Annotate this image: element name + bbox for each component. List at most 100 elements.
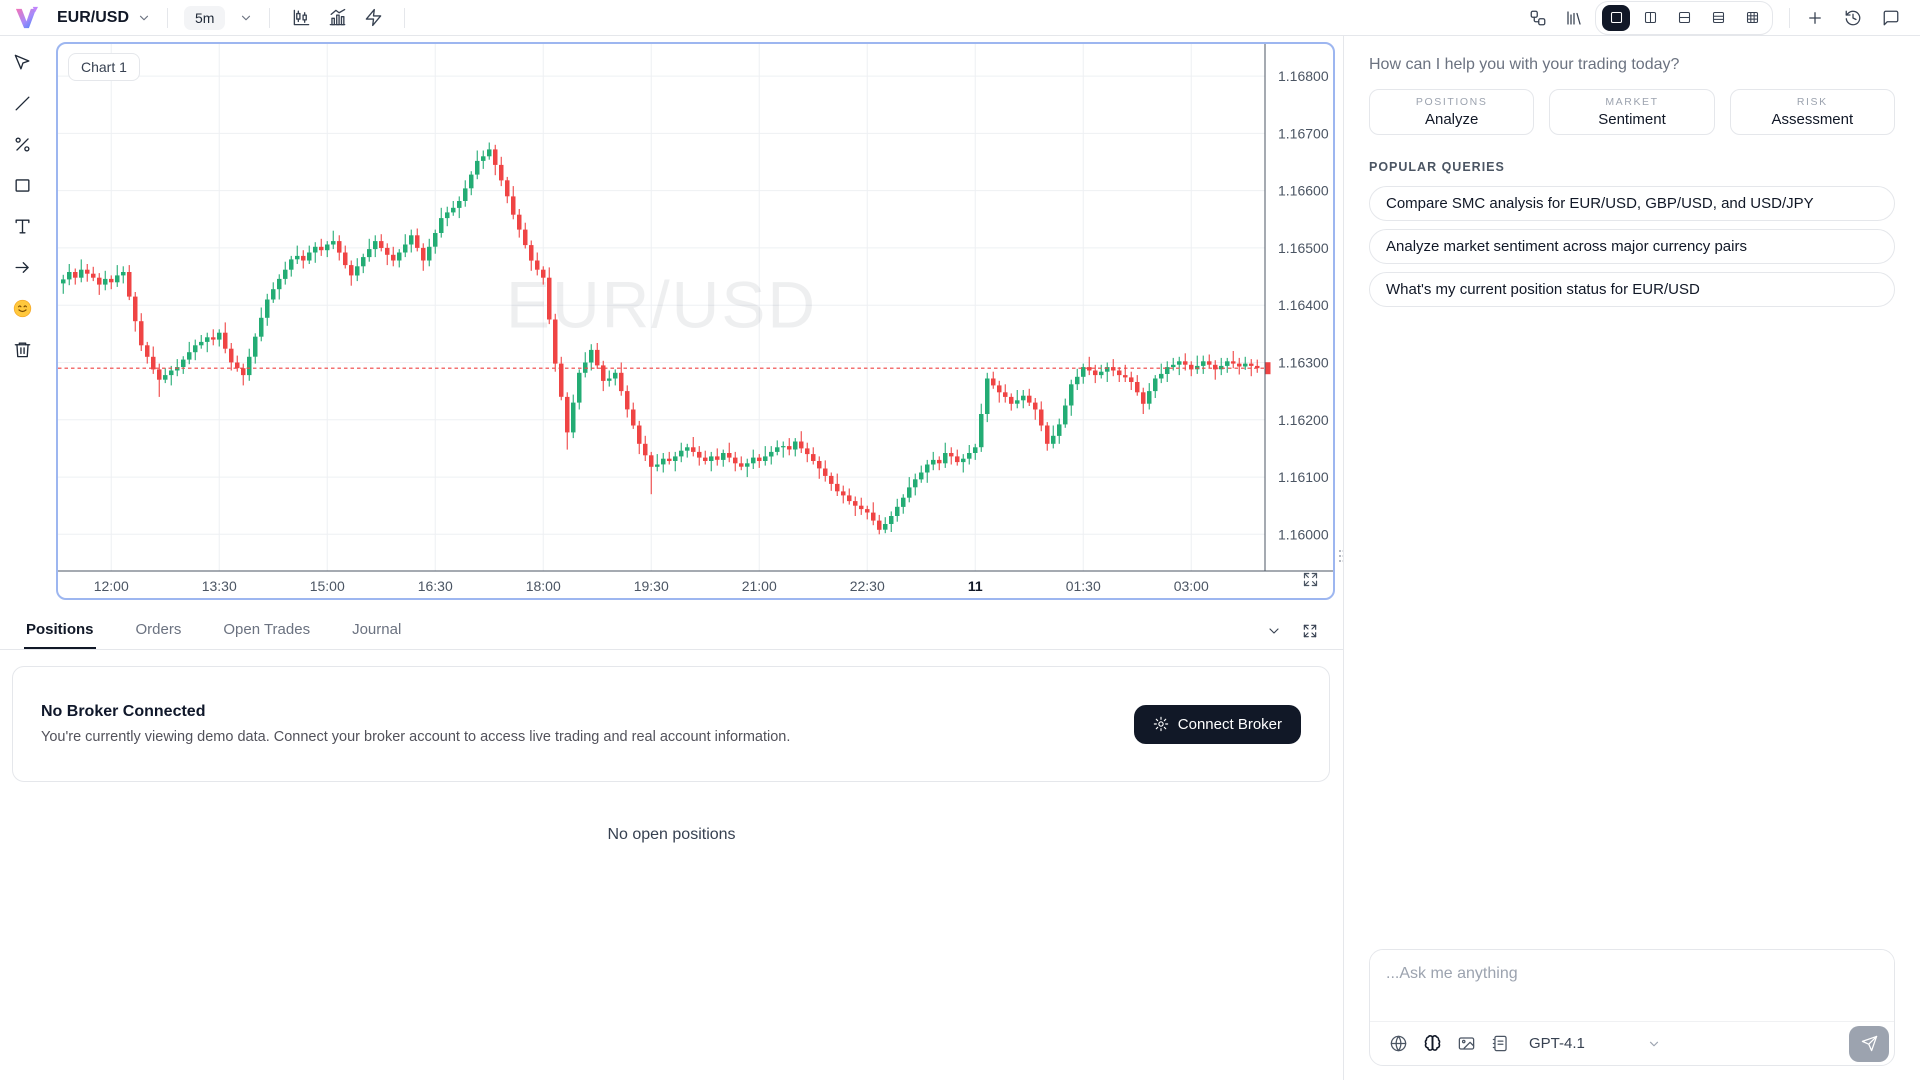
notebook-icon[interactable] <box>1485 1029 1515 1059</box>
gear-icon <box>1153 716 1169 732</box>
time-axis-label: 13:30 <box>202 578 237 594</box>
candlestick-chart-icon[interactable] <box>286 3 316 33</box>
layout-single-icon[interactable] <box>1602 4 1630 31</box>
chart-container[interactable]: 1.16800 1.16700 1.16600 1.16500 1.16400 1.163… <box>56 42 1335 600</box>
popular-queries-title: POPULAR QUERIES <box>1369 160 1505 174</box>
candle-body <box>841 491 846 496</box>
candle-body <box>817 461 822 469</box>
chat-icon[interactable] <box>1876 3 1906 33</box>
suggestion-label: Sentiment <box>1598 111 1666 128</box>
collapse-panel-icon[interactable] <box>1263 620 1285 642</box>
layout-rows-icon[interactable] <box>1670 5 1698 31</box>
candle-body <box>595 349 600 366</box>
assistant-greeting: How can I help you with your trading tod… <box>1369 56 1680 73</box>
image-icon[interactable] <box>1451 1029 1481 1059</box>
candle-body <box>217 332 222 340</box>
candle-body <box>1171 364 1176 368</box>
candle-body <box>187 352 192 360</box>
candle-body <box>889 516 894 524</box>
cursor-tool-icon[interactable] <box>9 49 35 75</box>
candle-body <box>775 447 780 452</box>
candlestick-chart[interactable]: 1.16800 1.16700 1.16600 1.16500 1.16400 1.163… <box>58 44 1333 598</box>
candle-body <box>349 265 354 276</box>
rectangle-tool-icon[interactable] <box>9 172 35 198</box>
chart-label-chip[interactable]: Chart 1 <box>68 53 140 81</box>
candle-body <box>895 506 900 516</box>
timeframe-chevron-icon[interactable] <box>239 11 253 25</box>
suggestion-card-assessment[interactable]: RISK Assessment <box>1729 89 1895 135</box>
suggestion-card-analyze[interactable]: POSITIONS Analyze <box>1369 89 1535 135</box>
symbol-selector[interactable]: EUR/USD <box>57 9 151 27</box>
price-axis-label: 1.16800 <box>1278 68 1329 84</box>
candle-body <box>1135 382 1140 393</box>
candle-body <box>1225 361 1230 366</box>
globe-icon[interactable] <box>1383 1029 1413 1059</box>
history-icon[interactable] <box>1838 3 1868 33</box>
candle-body <box>505 180 510 197</box>
candle-body <box>1189 364 1194 370</box>
popular-query-3[interactable]: What's my current position status for EU… <box>1369 272 1895 307</box>
candle-body <box>481 156 486 161</box>
bottom-tabs-row: Positions Orders Open Trades Journal <box>0 612 1343 650</box>
library-icon[interactable] <box>1559 3 1589 33</box>
chat-input[interactable] <box>1370 950 1894 1016</box>
candle-body <box>397 252 402 261</box>
candle-body <box>559 363 564 397</box>
candle-body <box>1165 367 1170 374</box>
layout-columns-icon[interactable] <box>1636 5 1664 31</box>
candle-body <box>307 252 312 261</box>
layout-rows3-icon[interactable] <box>1704 5 1732 31</box>
text-tool-icon[interactable] <box>9 213 35 239</box>
time-axis-label: 19:30 <box>634 578 669 594</box>
candle-body <box>205 337 210 342</box>
candle-body <box>973 447 978 453</box>
candle-body <box>265 299 270 318</box>
candle-body <box>97 277 102 285</box>
send-button[interactable] <box>1849 1025 1889 1062</box>
tab-open-trades[interactable]: Open Trades <box>221 612 312 649</box>
suggestion-card-sentiment[interactable]: MARKET Sentiment <box>1549 89 1715 135</box>
candle-body <box>1219 365 1224 370</box>
candle-body <box>271 289 276 300</box>
candle-body <box>1195 365 1200 370</box>
stats-chart-icon[interactable] <box>322 3 352 33</box>
chevron-down-icon <box>137 11 151 25</box>
tab-positions[interactable]: Positions <box>24 612 96 649</box>
brain-icon[interactable] <box>1417 1029 1447 1059</box>
plus-icon[interactable] <box>1800 3 1830 33</box>
popular-query-2[interactable]: Analyze market sentiment across major cu… <box>1369 229 1895 264</box>
connect-broker-button[interactable]: Connect Broker <box>1133 704 1301 744</box>
candle-body <box>487 149 492 157</box>
time-axis-label: 21:00 <box>742 578 777 594</box>
arrow-tool-icon[interactable] <box>9 254 35 280</box>
candle-body <box>589 349 594 363</box>
tab-journal[interactable]: Journal <box>350 612 403 649</box>
zap-icon[interactable] <box>358 3 388 33</box>
candle-body <box>979 414 984 448</box>
tab-orders[interactable]: Orders <box>134 612 184 649</box>
right-panel-divider <box>1343 36 1344 1080</box>
candle-body <box>967 453 972 459</box>
candle-body <box>1045 425 1050 444</box>
candle-body <box>409 235 414 245</box>
trash-tool-icon[interactable] <box>9 336 35 362</box>
candle-body <box>439 218 444 233</box>
workflow-icon[interactable] <box>1523 3 1553 33</box>
candle-body <box>955 456 960 463</box>
candle-body <box>199 341 204 346</box>
expand-panel-icon[interactable] <box>1299 620 1321 642</box>
percent-tool-icon[interactable] <box>9 131 35 157</box>
emoji-tool-icon[interactable] <box>9 295 35 321</box>
timeframe-button[interactable]: 5m <box>184 5 226 30</box>
candle-body <box>193 345 198 353</box>
trendline-tool-icon[interactable] <box>9 90 35 116</box>
candle-body <box>745 463 750 467</box>
divider <box>269 7 271 28</box>
model-name: GPT-4.1 <box>1529 1035 1585 1052</box>
suggestion-category: MARKET <box>1605 96 1659 108</box>
layout-grid-icon[interactable] <box>1738 5 1766 31</box>
chart-fullscreen-icon[interactable] <box>1295 564 1325 594</box>
popular-query-1[interactable]: Compare SMC analysis for EUR/USD, GBP/US… <box>1369 186 1895 221</box>
model-selector[interactable]: GPT-4.1 <box>1529 1035 1661 1052</box>
candle-body <box>127 272 132 297</box>
